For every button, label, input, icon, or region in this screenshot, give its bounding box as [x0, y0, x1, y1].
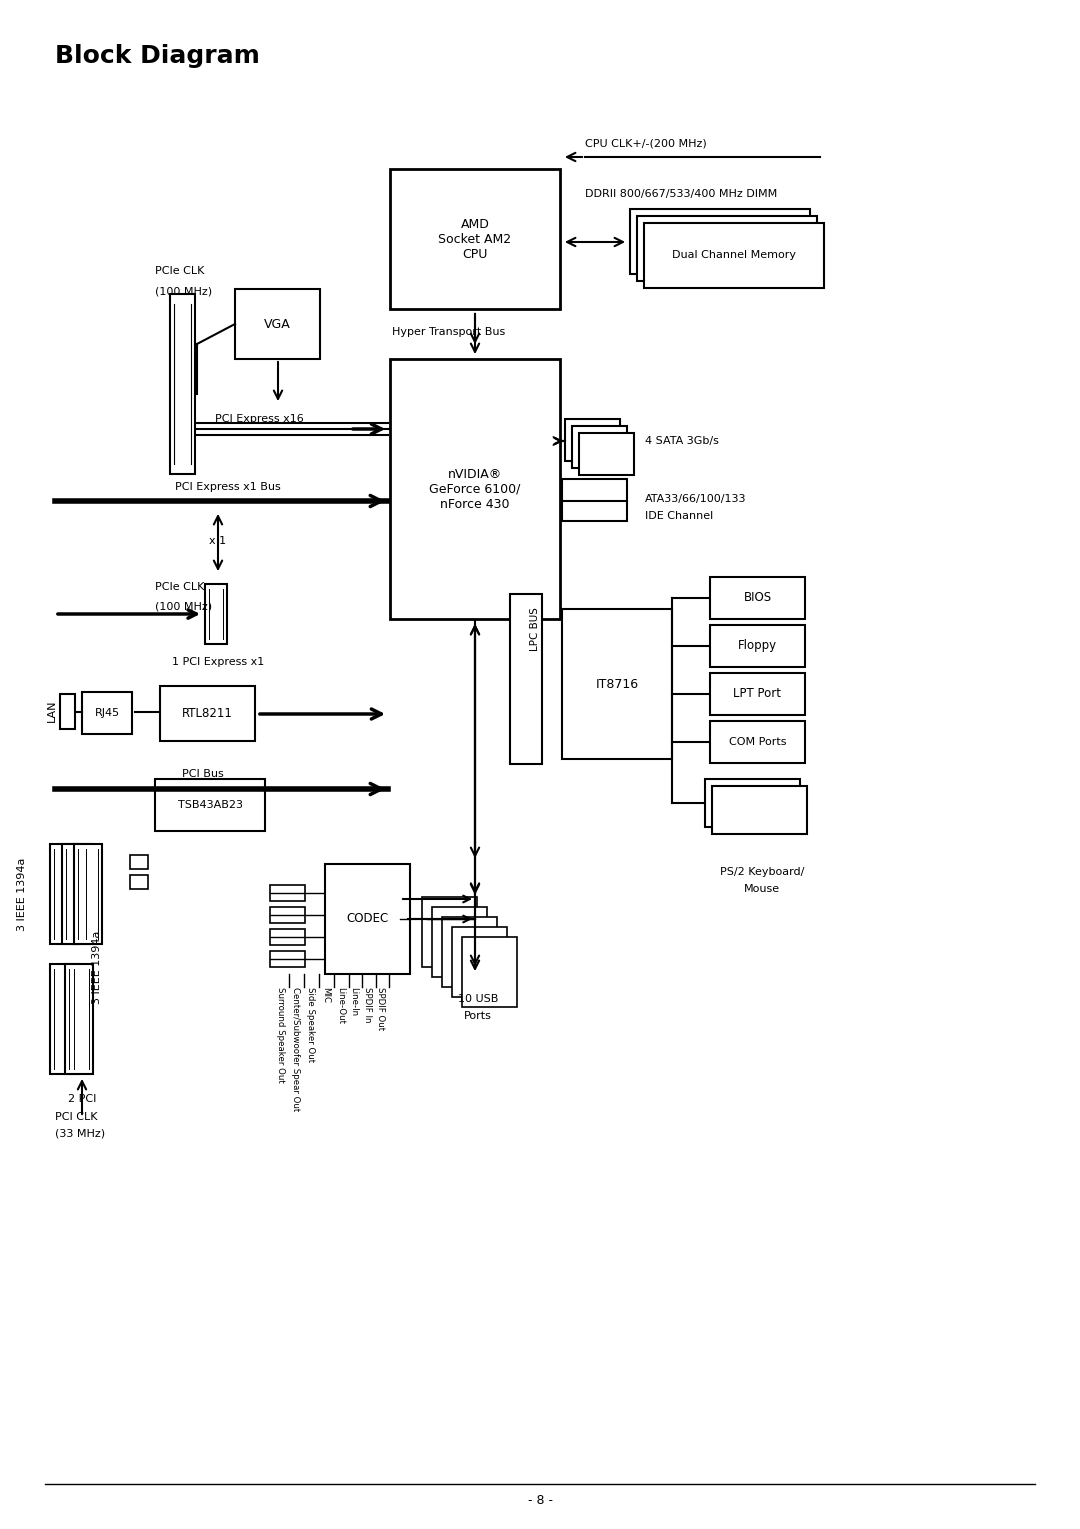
- Text: 10 USB: 10 USB: [458, 994, 498, 1005]
- FancyBboxPatch shape: [156, 778, 265, 830]
- Text: PCI Express x16: PCI Express x16: [215, 414, 303, 424]
- Text: PS/2 Keyboard/: PS/2 Keyboard/: [719, 867, 805, 878]
- Text: x 1: x 1: [210, 537, 227, 546]
- Text: LPC BUS: LPC BUS: [530, 607, 540, 651]
- Text: Line-In: Line-In: [349, 988, 357, 1017]
- Bar: [130, 875, 148, 888]
- Bar: [630, 209, 810, 274]
- FancyBboxPatch shape: [235, 289, 320, 359]
- Text: PCI Bus: PCI Bus: [183, 769, 224, 778]
- Text: 3 IEEE 1394a: 3 IEEE 1394a: [92, 930, 102, 1003]
- Bar: [442, 917, 497, 988]
- Text: nVIDIA®
GeForce 6100/
nForce 430: nVIDIA® GeForce 6100/ nForce 430: [430, 468, 521, 511]
- Bar: [644, 223, 824, 287]
- FancyBboxPatch shape: [390, 359, 561, 619]
- Text: COM Ports: COM Ports: [729, 737, 786, 748]
- Text: MIC: MIC: [321, 988, 330, 1003]
- Bar: [637, 216, 816, 281]
- Text: ATA33/66/100/133: ATA33/66/100/133: [645, 494, 746, 505]
- Text: 1 PCI Express x1: 1 PCI Express x1: [172, 657, 265, 667]
- Text: Mouse: Mouse: [744, 884, 780, 894]
- Text: Ports: Ports: [464, 1011, 491, 1021]
- FancyBboxPatch shape: [390, 170, 561, 309]
- Text: (33 MHz): (33 MHz): [55, 1128, 105, 1139]
- Bar: [50, 963, 78, 1073]
- Text: Dual Channel Memory: Dual Channel Memory: [672, 251, 796, 260]
- Bar: [205, 584, 227, 644]
- Bar: [462, 937, 517, 1008]
- Bar: [270, 930, 305, 945]
- Text: CODEC: CODEC: [347, 913, 389, 925]
- Text: TSB43AB23: TSB43AB23: [177, 800, 243, 810]
- Text: RTL8211: RTL8211: [183, 706, 233, 720]
- Bar: [65, 963, 93, 1073]
- Text: LAN: LAN: [48, 700, 57, 722]
- Text: - 8 -: - 8 -: [527, 1494, 553, 1508]
- Bar: [75, 844, 102, 943]
- Bar: [422, 898, 477, 966]
- Bar: [705, 778, 800, 827]
- Text: PCIe CLK: PCIe CLK: [156, 583, 204, 592]
- Bar: [130, 855, 148, 868]
- Text: PCIe CLK: PCIe CLK: [156, 266, 204, 277]
- Text: Floppy: Floppy: [738, 639, 778, 653]
- Text: SPDIF Out: SPDIF Out: [376, 988, 384, 1031]
- Bar: [712, 786, 807, 833]
- FancyBboxPatch shape: [325, 864, 410, 974]
- Text: (100 MHz): (100 MHz): [156, 286, 212, 297]
- Bar: [270, 951, 305, 966]
- Bar: [60, 694, 75, 729]
- FancyBboxPatch shape: [710, 673, 805, 716]
- FancyBboxPatch shape: [562, 609, 672, 758]
- Bar: [453, 927, 507, 997]
- Text: Hyper Transport Bus: Hyper Transport Bus: [392, 327, 505, 336]
- Text: (100 MHz): (100 MHz): [156, 602, 212, 612]
- FancyBboxPatch shape: [710, 722, 805, 763]
- Text: LPT Port: LPT Port: [733, 688, 782, 700]
- Text: RJ45: RJ45: [94, 708, 120, 719]
- Text: Block Diagram: Block Diagram: [55, 44, 260, 67]
- Bar: [432, 907, 487, 977]
- Text: Surround Speaker Out: Surround Speaker Out: [276, 988, 285, 1083]
- FancyBboxPatch shape: [710, 625, 805, 667]
- Bar: [562, 479, 627, 521]
- Text: PCI Express x1 Bus: PCI Express x1 Bus: [175, 482, 281, 492]
- Text: CPU CLK+/-(200 MHz): CPU CLK+/-(200 MHz): [585, 139, 706, 148]
- Bar: [62, 844, 90, 943]
- FancyBboxPatch shape: [160, 687, 255, 742]
- Text: Center/Subwoofer Spear Out: Center/Subwoofer Spear Out: [291, 988, 300, 1112]
- FancyBboxPatch shape: [710, 576, 805, 619]
- Text: IT8716: IT8716: [595, 677, 638, 691]
- Text: IDE Channel: IDE Channel: [645, 511, 713, 521]
- Text: PCI CLK: PCI CLK: [55, 1112, 97, 1122]
- Bar: [565, 419, 620, 462]
- Text: DDRII 800/667/533/400 MHz DIMM: DDRII 800/667/533/400 MHz DIMM: [585, 190, 778, 199]
- Bar: [510, 593, 542, 764]
- Bar: [270, 885, 305, 901]
- Text: Side Speaker Out: Side Speaker Out: [306, 988, 315, 1063]
- Text: Line-Out: Line-Out: [336, 988, 345, 1024]
- Bar: [579, 433, 634, 476]
- FancyBboxPatch shape: [82, 693, 132, 734]
- Text: 4 SATA 3Gb/s: 4 SATA 3Gb/s: [645, 436, 719, 446]
- Text: 2 PCI: 2 PCI: [68, 1095, 96, 1104]
- Text: SPDIF In: SPDIF In: [363, 988, 372, 1023]
- Text: BIOS: BIOS: [743, 592, 771, 604]
- Text: AMD
Socket AM2
CPU: AMD Socket AM2 CPU: [438, 217, 512, 260]
- Bar: [270, 907, 305, 924]
- Bar: [572, 427, 627, 468]
- Bar: [170, 294, 195, 474]
- Text: 3 IEEE 1394a: 3 IEEE 1394a: [17, 858, 27, 931]
- Bar: [50, 844, 78, 943]
- Text: VGA: VGA: [265, 318, 291, 330]
